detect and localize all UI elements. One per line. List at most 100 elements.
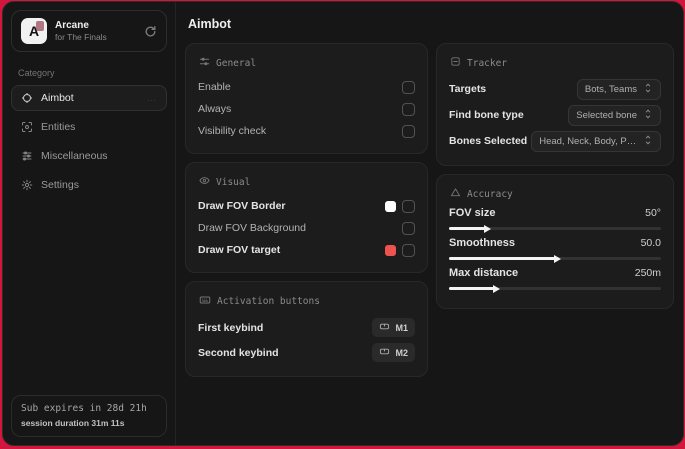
fov-size-slider[interactable] [449, 224, 661, 233]
setting-label: Enable [198, 81, 231, 93]
panel-accuracy: Accuracy FOV size 50° Smoothness [436, 174, 674, 309]
app-logo: A [21, 18, 47, 44]
panel-title: Tracker [467, 57, 508, 69]
bones-selected-dropdown[interactable]: Head, Neck, Body, Pe... [531, 130, 661, 152]
fov-border-checkbox[interactable] [402, 199, 415, 213]
app-header-card: A Arcane for The Finals [11, 10, 167, 52]
panel-title: Accuracy [467, 188, 513, 200]
app-logo-letter: A [28, 23, 40, 39]
setting-label: Targets [449, 83, 487, 95]
slider-thumb[interactable] [484, 224, 492, 233]
sliders-icon [21, 150, 33, 162]
mouse-icon [379, 321, 390, 334]
sidebar-item-label: Entities [41, 121, 76, 133]
setting-row-bones-selected: Bones Selected Head, Neck, Body, Pe... [449, 128, 661, 154]
always-checkbox[interactable] [402, 102, 415, 116]
setting-row-second-keybind: Second keybind M2 [198, 340, 415, 365]
visibility-check-checkbox[interactable] [402, 124, 415, 138]
app-meta: Arcane for The Finals [55, 20, 136, 42]
unfold-icon [643, 135, 653, 148]
setting-label: Max distance [449, 267, 519, 279]
category-label: Category [18, 68, 55, 78]
main-content: Aimbot General Enable [176, 2, 683, 445]
setting-row-targets: Targets Bots, Teams [449, 76, 661, 102]
sub-expires-text: Sub expires in 28d 21h [21, 403, 147, 414]
setting-row-enable: Enable [198, 76, 415, 98]
entities-icon [21, 121, 33, 133]
keyboard-icon [199, 294, 211, 309]
setting-label: Visibility check [198, 125, 267, 137]
dropdown-value: Bots, Teams [584, 83, 637, 95]
keybind-value: M2 [395, 347, 408, 358]
triangle-icon [450, 187, 461, 201]
panel-title: Activation buttons [217, 296, 320, 307]
general-icon [199, 56, 210, 70]
subscription-status-box: Sub expires in 28d 21h session duration … [11, 395, 167, 437]
dropdown-value: Head, Neck, Body, Pe... [539, 135, 637, 147]
enable-checkbox[interactable] [402, 80, 415, 94]
unfold-icon [643, 109, 653, 122]
app-subtitle: for The Finals [55, 32, 107, 42]
setting-row-max-distance: Max distance 250m [449, 267, 661, 293]
sidebar-item-label: Aimbot [41, 92, 74, 104]
page-title: Aimbot [188, 17, 232, 31]
setting-label: Draw FOV Background [198, 222, 306, 234]
refresh-icon[interactable] [144, 25, 157, 38]
setting-label: Second keybind [198, 346, 279, 359]
unfold-icon [643, 83, 653, 96]
setting-row-smoothness: Smoothness 50.0 [449, 237, 661, 263]
setting-label: Smoothness [449, 237, 516, 249]
setting-row-fov-size: FOV size 50° [449, 207, 661, 233]
gear-icon [21, 179, 33, 191]
smoothness-value: 50.0 [640, 237, 661, 249]
fov-background-checkbox[interactable] [402, 221, 415, 235]
setting-label: Always [198, 103, 232, 115]
setting-row-fov-background: Draw FOV Background [198, 217, 415, 239]
fov-target-checkbox[interactable] [402, 243, 415, 257]
sidebar-item-entities[interactable]: Entities [11, 114, 167, 140]
app-name: Arcane [55, 20, 89, 31]
tracker-icon [450, 56, 461, 70]
sidebar-item-miscellaneous[interactable]: Miscellaneous [11, 143, 167, 169]
find-bone-type-dropdown[interactable]: Selected bone [568, 104, 661, 126]
setting-row-visibility-check: Visibility check [198, 120, 415, 142]
setting-row-fov-border: Draw FOV Border [198, 195, 415, 217]
crosshair-icon [21, 92, 33, 104]
setting-row-always: Always [198, 98, 415, 120]
sidebar-item-hint: … [147, 93, 157, 103]
session-duration-text: session duration 31m 11s [21, 418, 125, 428]
setting-label: Draw FOV Border [198, 200, 286, 212]
fov-target-color-swatch[interactable] [385, 244, 396, 256]
first-keybind-button[interactable]: M1 [372, 318, 415, 337]
sidebar: A Arcane for The Finals Category Aim [3, 2, 176, 445]
keybind-value: M1 [395, 322, 408, 333]
slider-thumb[interactable] [492, 284, 500, 293]
setting-label: FOV size [449, 207, 496, 219]
sidebar-item-settings[interactable]: Settings [11, 172, 167, 198]
smoothness-slider[interactable] [449, 254, 661, 263]
eye-icon [199, 175, 210, 189]
second-keybind-button[interactable]: M2 [372, 343, 415, 362]
setting-label: Bones Selected [449, 135, 528, 147]
setting-row-first-keybind: First keybind M1 [198, 315, 415, 340]
panel-general: General Enable Always Visibility check [185, 43, 428, 154]
panel-title: General [216, 57, 257, 69]
dropdown-value: Selected bone [576, 109, 637, 121]
panel-title: Visual [216, 176, 251, 188]
sidebar-item-label: Miscellaneous [41, 150, 108, 162]
setting-row-fov-target: Draw FOV target [198, 239, 415, 261]
slider-thumb[interactable] [554, 254, 561, 263]
fov-border-color-swatch[interactable] [385, 200, 396, 212]
setting-label: Draw FOV target [198, 244, 281, 256]
panel-visual: Visual Draw FOV Border Draw FOV Backgrou… [185, 162, 428, 273]
targets-dropdown[interactable]: Bots, Teams [576, 78, 661, 100]
panel-tracker: Tracker Targets Bots, Teams [436, 43, 674, 166]
max-distance-slider[interactable] [449, 284, 661, 293]
max-distance-value: 250m [634, 267, 661, 279]
panel-activation-buttons: Activation buttons First keybind [185, 281, 428, 377]
sidebar-item-aimbot[interactable]: Aimbot … [11, 85, 167, 111]
setting-label: First keybind [198, 321, 264, 334]
sidebar-nav: Aimbot … Entities Miscellaneous [3, 85, 175, 198]
sidebar-item-label: Settings [41, 179, 79, 191]
